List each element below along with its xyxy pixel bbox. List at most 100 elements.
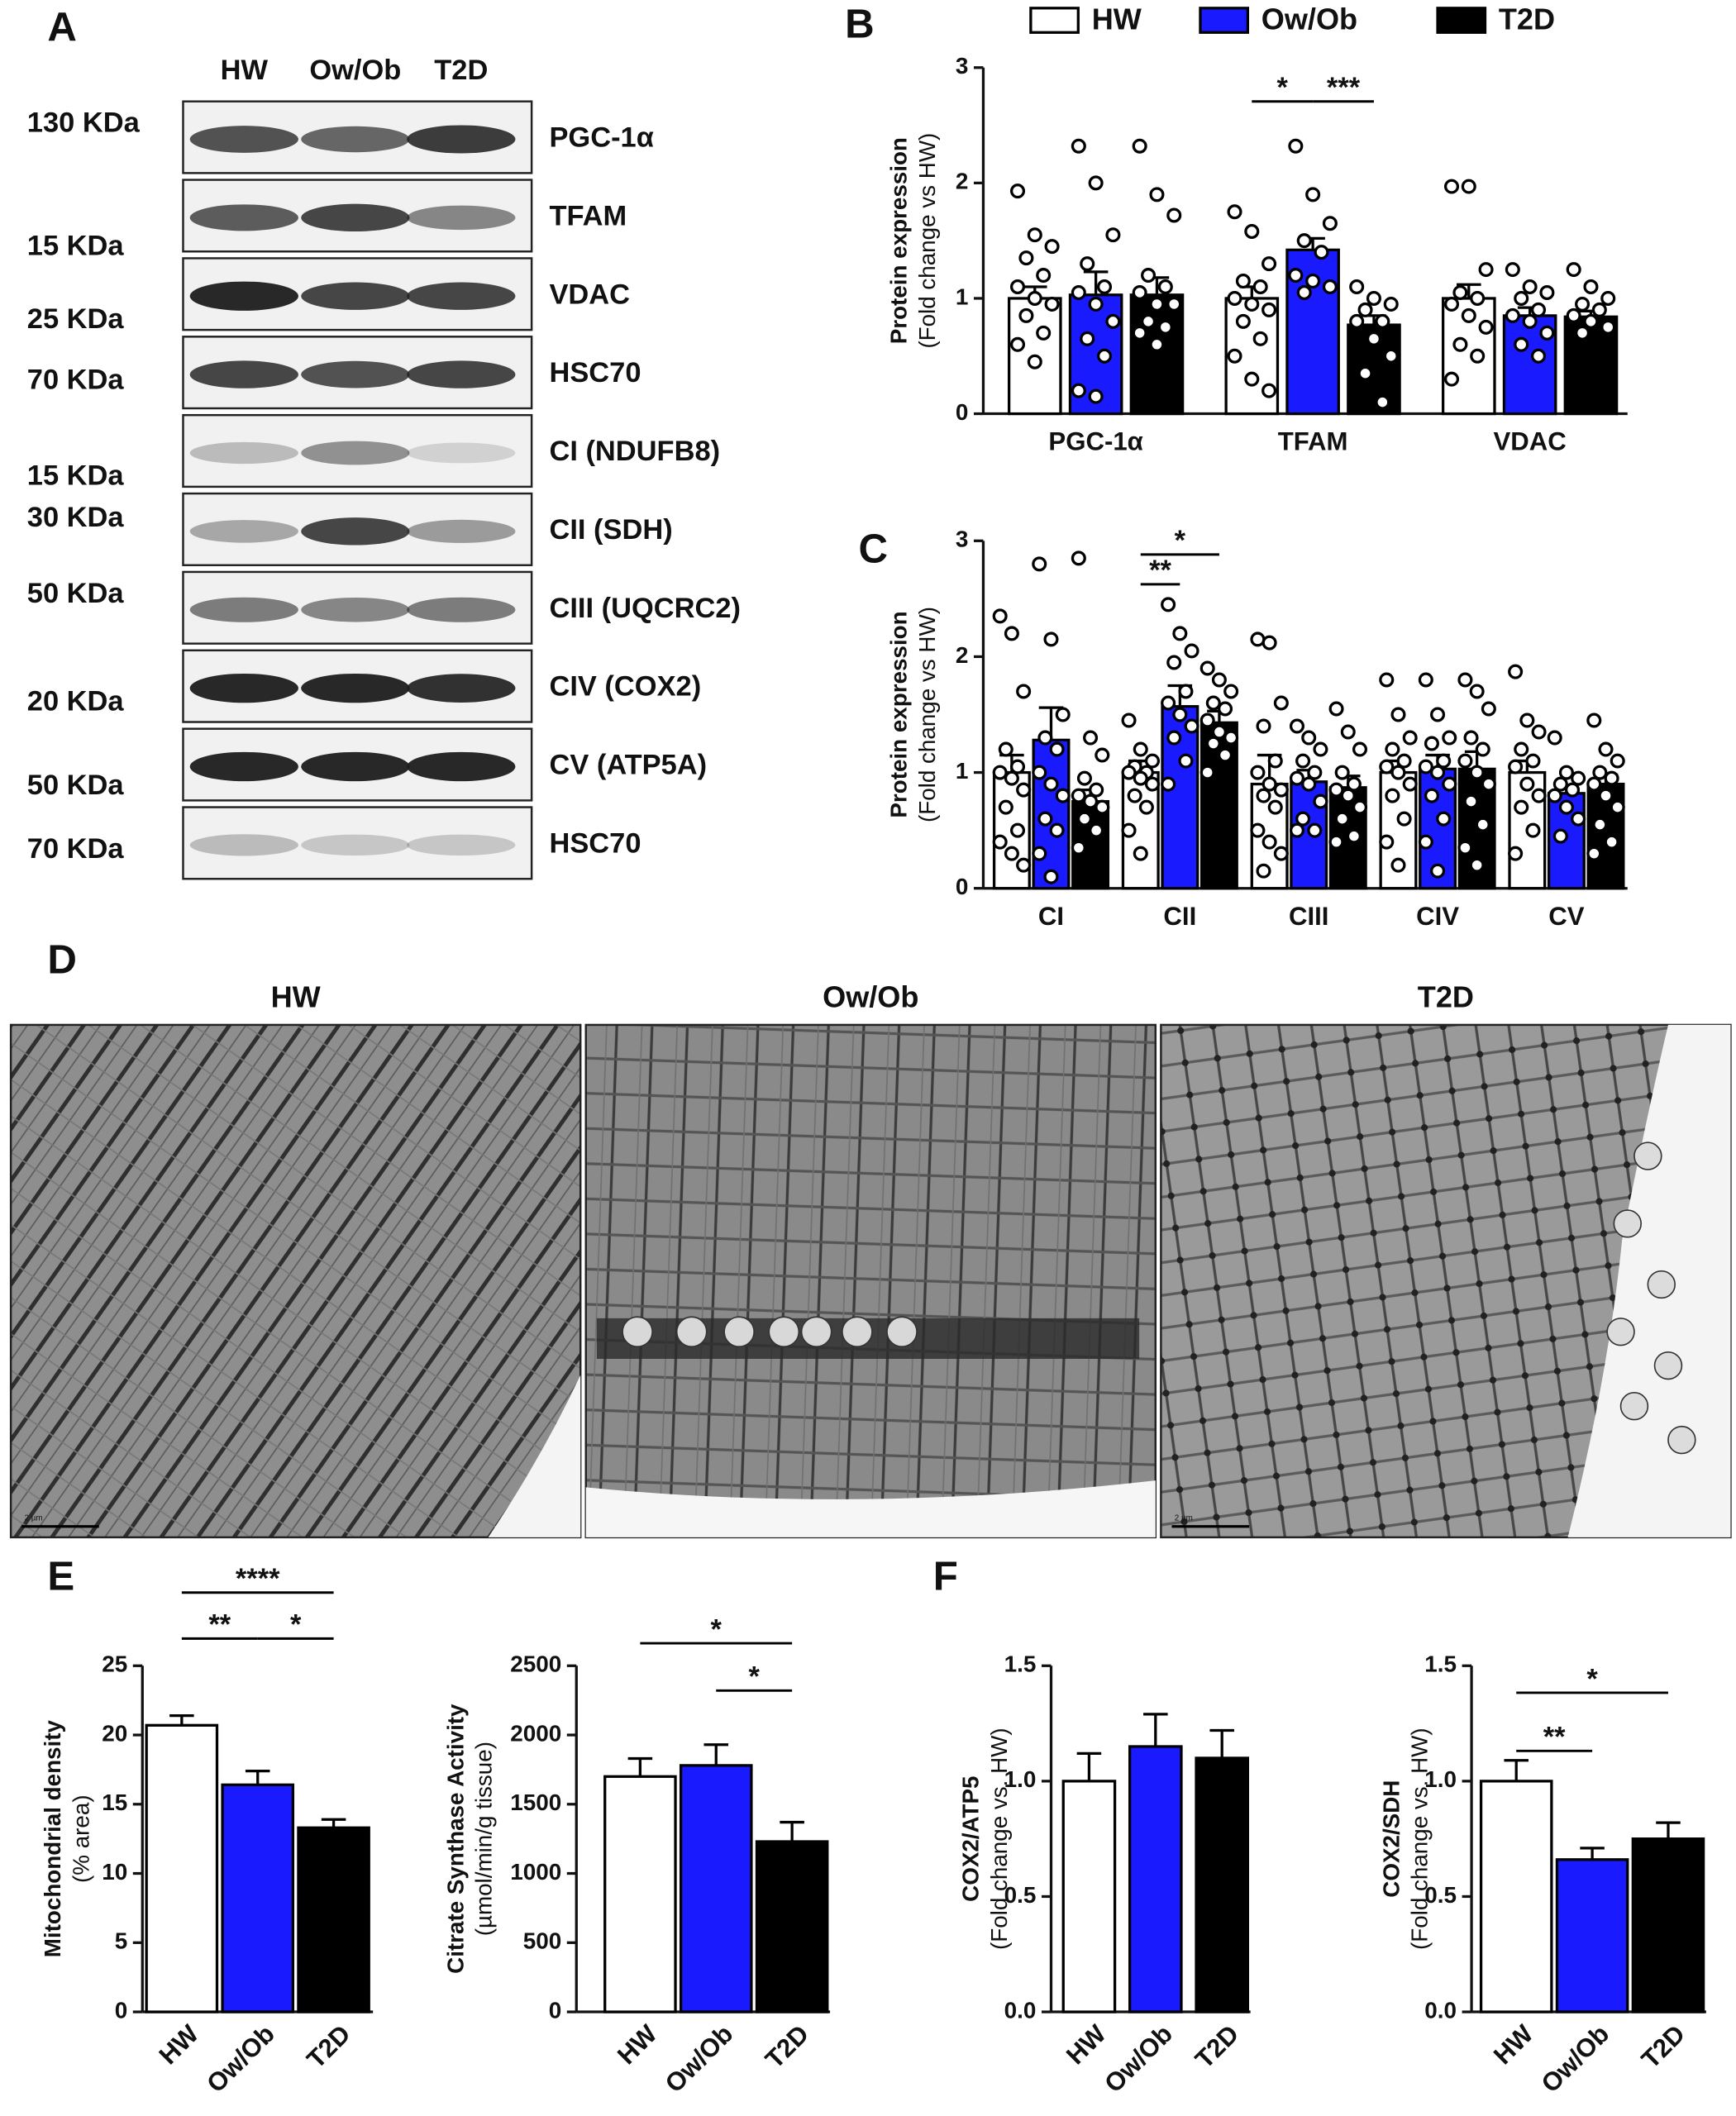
data-point [1095,799,1110,815]
data-point [1244,371,1260,387]
data-point [1430,765,1446,780]
y-tick-label: 0.0 [1424,1997,1457,2023]
y-tick-label: 1.0 [1424,1766,1457,1792]
lipid-droplet [800,1316,832,1348]
significance-label: *** [1327,72,1361,103]
blot-band [301,203,410,232]
data-point [1036,268,1052,284]
x-tick-label: TFAM [1278,427,1348,456]
data-point [1390,707,1406,722]
data-point [1385,741,1400,757]
data-point [1366,331,1381,346]
data-point [1121,765,1137,780]
data-point [1009,279,1026,295]
data-point [1340,724,1356,740]
y-tick-label: 10 [102,1859,127,1885]
data-point [1016,782,1032,798]
y-tick-label: 1 [956,758,969,784]
data-point [1461,307,1476,323]
y-tick-label: 2 [956,169,969,194]
data-point [1586,846,1602,861]
data-point [1571,811,1586,827]
y-axis-label: COX2/ATP5 [958,1775,984,1901]
bar [1128,1745,1183,2014]
data-point [1132,325,1147,341]
data-point [1357,302,1373,317]
y-tick-label: 500 [523,1928,562,1954]
panel-letter: F [933,1555,958,1599]
legend-label: T2D [1499,2,1555,36]
data-point [1261,776,1277,792]
data-point [1558,765,1574,780]
data-point [1105,313,1121,329]
data-point [1390,765,1406,780]
data-point [1604,834,1619,850]
significance-label: ** [1543,1722,1566,1753]
data-point [1508,846,1524,861]
data-point [1604,770,1619,786]
significance-label: * [290,1609,302,1641]
y-axis-note: (% area) [68,1794,93,1883]
y-axis-note: (Fold change vs. HW) [986,1728,1012,1950]
marker-label: 70 KDa [27,364,125,395]
y-tick-label: 3 [956,53,969,79]
x-tick-label: Ow/Ob [1099,2019,1178,2098]
data-point [1138,799,1154,815]
bar [1631,1837,1705,2014]
error-bar [703,1743,729,1766]
data-point [1043,776,1059,792]
significance-label: ** [1149,555,1171,586]
band-label: HSC70 [549,827,641,859]
data-point [1307,822,1323,838]
data-point [1314,245,1329,260]
data-point [1055,788,1071,803]
data-point [1508,664,1524,679]
data-point [1571,770,1586,786]
significance-label: * [1277,72,1289,103]
data-point [1076,770,1092,786]
data-point [1089,822,1104,838]
data-point [1178,753,1194,769]
data-point [1004,846,1019,861]
lipid-droplet [1653,1351,1683,1380]
data-point [1452,284,1468,300]
data-point [1009,183,1026,199]
data-point [1261,383,1277,398]
data-point [1133,770,1148,786]
x-tick-label: HW [612,2019,663,2071]
data-point [1043,631,1059,647]
blot-band [301,751,410,782]
band-label: PGC-1α [549,122,653,154]
data-point [1044,296,1060,312]
data-point [1080,331,1095,346]
y-tick-label: 1 [956,284,969,309]
y-tick-label: 0.0 [1004,1997,1037,2023]
data-point [1349,313,1365,329]
data-point [1127,788,1142,803]
data-point [1352,799,1368,815]
data-point [1083,794,1099,809]
data-point [1235,274,1251,289]
data-point [1080,256,1095,272]
data-point [1396,811,1412,827]
data-point [1261,635,1277,651]
blot-band [189,751,298,782]
panel-letter: E [47,1555,74,1599]
data-point [1305,187,1321,203]
data-point [1071,840,1086,855]
data-point [1583,313,1599,329]
micrograph-title: HW [271,979,321,1013]
data-point [1250,822,1266,838]
data-point [1049,741,1065,757]
blot-band [301,441,410,465]
data-point [1357,365,1373,381]
data-point [1301,730,1317,746]
data-point [1149,187,1165,203]
y-tick-label: 1.5 [1004,1651,1037,1677]
significance-label: * [1175,525,1186,556]
data-point [1469,857,1485,873]
data-point [1095,747,1110,763]
error-bar [1504,1759,1529,1781]
blot-band [407,519,516,543]
band-label: CV (ATP5A) [549,750,707,781]
